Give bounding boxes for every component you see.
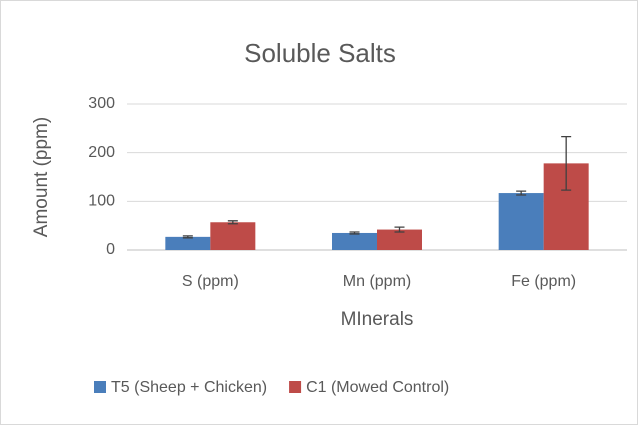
legend-label: T5 (Sheep + Chicken) [111, 379, 267, 396]
bar [377, 229, 422, 250]
y-tick-label: 200 [88, 144, 115, 161]
y-tick-label: 100 [88, 193, 115, 210]
legend-swatch [94, 381, 106, 393]
error-bar [394, 226, 405, 233]
y-axis-title: Amount (ppm) [31, 117, 52, 237]
x-tick-label: Mn (ppm) [343, 273, 411, 290]
x-tick-label: S (ppm) [182, 273, 239, 290]
bar [210, 222, 256, 250]
error-bar [182, 235, 193, 239]
error-bar [227, 220, 238, 225]
bar [498, 193, 544, 250]
x-tick-label: Fe (ppm) [511, 273, 576, 290]
error-bar [561, 135, 572, 191]
bar [332, 232, 377, 250]
error-bar [516, 190, 527, 196]
legend-label: C1 (Mowed Control) [306, 379, 449, 396]
y-tick-label: 0 [106, 241, 115, 258]
y-tick-label: 300 [88, 95, 115, 112]
error-bar [349, 231, 360, 235]
x-axis-title: MInerals [341, 309, 414, 330]
legend-swatch [289, 381, 302, 393]
chart-title: Soluble Salts [244, 38, 396, 68]
bar [165, 236, 211, 250]
